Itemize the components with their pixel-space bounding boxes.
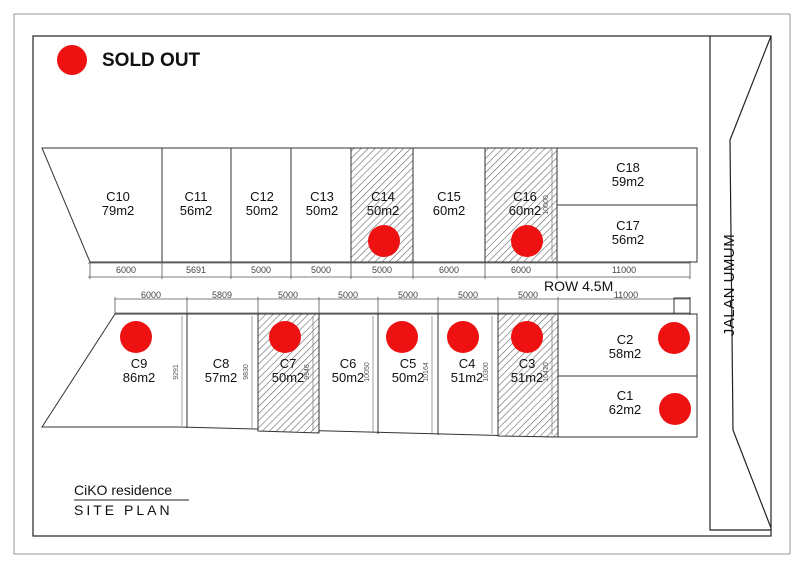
lot-c18-code: C18 bbox=[616, 160, 640, 175]
lot-c9-depth: 9291 bbox=[173, 364, 180, 380]
lot-c3-sold-marker bbox=[511, 321, 543, 353]
south-dim-4: 5000 bbox=[338, 290, 358, 300]
depth-dimension-lines bbox=[181, 150, 553, 435]
lot-c12-area: 50m2 bbox=[246, 203, 279, 218]
lot-c16-depth: 10000 bbox=[543, 195, 550, 215]
south-dim-5: 5000 bbox=[398, 290, 418, 300]
lot-c1-sold-marker bbox=[659, 393, 691, 425]
lot-c7-sold-marker bbox=[269, 321, 301, 353]
lot-c5-depth: 10164 bbox=[423, 362, 430, 382]
lot-c16-code: C16 bbox=[513, 189, 537, 204]
lot-c2-code: C2 bbox=[617, 332, 634, 347]
lot-c18-area: 59m2 bbox=[612, 174, 645, 189]
legend-sold-marker bbox=[57, 45, 87, 75]
lot-c17-code: C17 bbox=[616, 218, 640, 233]
lot-c16-area: 60m2 bbox=[509, 203, 542, 218]
lot-c10-code: C10 bbox=[106, 189, 130, 204]
lot-c9-sold-marker bbox=[120, 321, 152, 353]
lot-c17-area: 56m2 bbox=[612, 232, 645, 247]
south-dim-8: 11000 bbox=[614, 290, 638, 300]
north-dim-1: 6000 bbox=[116, 265, 136, 275]
lot-c5-area: 50m2 bbox=[392, 370, 425, 385]
lot-c4-sold-marker bbox=[447, 321, 479, 353]
lot-c9-area: 86m2 bbox=[123, 370, 156, 385]
lot-c3-area: 51m2 bbox=[511, 370, 544, 385]
lot-c6-area: 50m2 bbox=[332, 370, 365, 385]
lot-c14-area: 50m2 bbox=[367, 203, 400, 218]
lot-c4-depth: 10300 bbox=[483, 362, 490, 382]
lot-c14-sold-marker bbox=[368, 225, 400, 257]
south-dim-2: 5809 bbox=[212, 290, 232, 300]
north-dim-4: 5000 bbox=[311, 265, 331, 275]
lot-c7-area: 50m2 bbox=[272, 370, 305, 385]
lot-c7-code: C7 bbox=[280, 356, 297, 371]
south-dim-1: 6000 bbox=[141, 290, 161, 300]
north-dim-8: 11000 bbox=[612, 265, 636, 275]
north-dimension-band bbox=[88, 261, 691, 279]
road-label: JALAN UMUM bbox=[721, 234, 738, 337]
lot-c3-depth: 10420 bbox=[543, 362, 550, 382]
lot-c4-code: C4 bbox=[459, 356, 476, 371]
north-dim-2: 5691 bbox=[186, 265, 206, 275]
lot-c5-sold-marker bbox=[386, 321, 418, 353]
lot-c15-area: 60m2 bbox=[433, 203, 466, 218]
lot-c16-sold-marker bbox=[511, 225, 543, 257]
lot-c1-code: C1 bbox=[617, 388, 634, 403]
lot-c8-depth: 9830 bbox=[243, 364, 250, 380]
lot-c7-depth: 9946 bbox=[304, 364, 311, 380]
legend-label: SOLD OUT bbox=[102, 50, 201, 71]
south-dim-6: 5000 bbox=[458, 290, 478, 300]
lot-c1-area: 62m2 bbox=[609, 402, 642, 417]
north-dim-3: 5000 bbox=[251, 265, 271, 275]
north-dim-7: 6000 bbox=[511, 265, 531, 275]
lot-c3-hatch bbox=[497, 313, 559, 438]
lot-c2-area: 58m2 bbox=[609, 346, 642, 361]
lot-c2-sold-marker bbox=[658, 322, 690, 354]
road-edge-east bbox=[729, 35, 772, 529]
lot-c9-code: C9 bbox=[131, 356, 148, 371]
lot-c3-code: C3 bbox=[519, 356, 536, 371]
corner-post bbox=[673, 297, 691, 315]
project-name: CiKO residence bbox=[74, 482, 172, 498]
lot-c8-area: 57m2 bbox=[205, 370, 238, 385]
lot-c13-code: C13 bbox=[310, 189, 334, 204]
inner-frame bbox=[32, 35, 772, 537]
north-dim-6: 6000 bbox=[439, 265, 459, 275]
lot-c15-code: C15 bbox=[437, 189, 461, 204]
lot-c13-area: 50m2 bbox=[306, 203, 339, 218]
lot-c8-code: C8 bbox=[213, 356, 230, 371]
north-block bbox=[41, 147, 698, 263]
lot-c6-code: C6 bbox=[340, 356, 357, 371]
row-label: ROW 4.5M bbox=[544, 278, 613, 294]
outer-frame bbox=[13, 13, 791, 555]
south-dim-3: 5000 bbox=[278, 290, 298, 300]
lot-c11-code: C11 bbox=[185, 189, 208, 204]
north-dim-5: 5000 bbox=[372, 265, 392, 275]
lot-c14-code: C14 bbox=[371, 189, 395, 204]
project-subtitle: SITE PLAN bbox=[74, 502, 173, 518]
lot-c5-code: C5 bbox=[400, 356, 417, 371]
road-edge-west bbox=[709, 36, 771, 531]
south-dim-7: 5000 bbox=[518, 290, 538, 300]
lot-c10-area: 79m2 bbox=[102, 203, 135, 218]
lot-c6-depth: 10050 bbox=[364, 362, 371, 382]
lot-c11-area: 56m2 bbox=[180, 203, 213, 218]
lot-c12-code: C12 bbox=[250, 189, 274, 204]
lot-c4-area: 51m2 bbox=[451, 370, 484, 385]
